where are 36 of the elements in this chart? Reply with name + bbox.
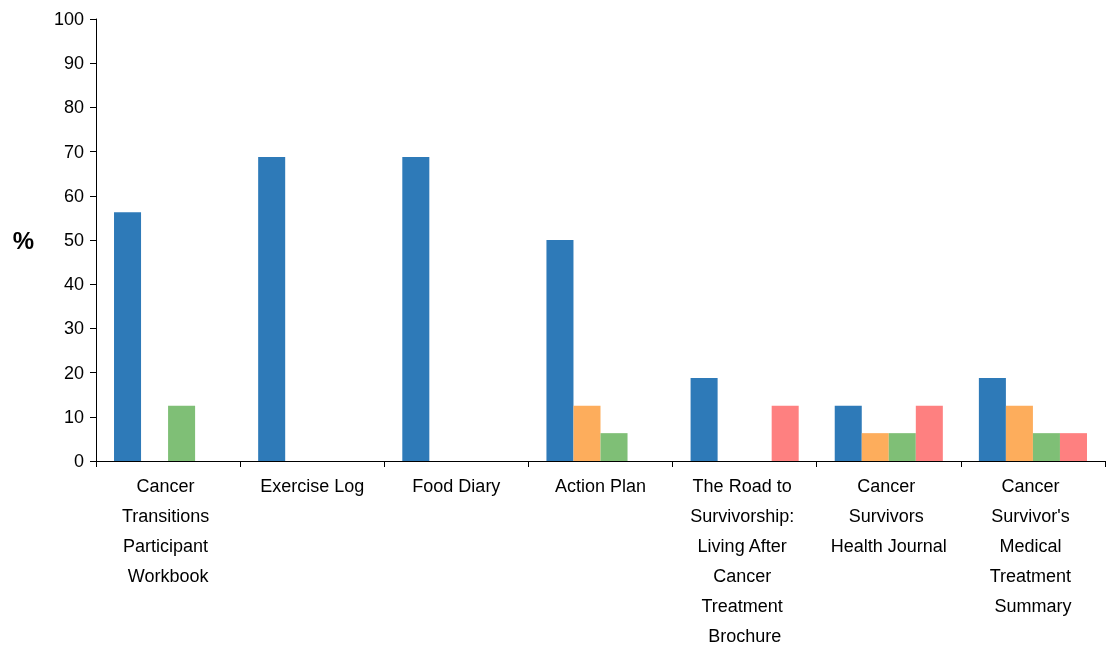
bar bbox=[1032, 433, 1060, 461]
y-tick-label: 40 bbox=[63, 274, 84, 295]
bar bbox=[1059, 433, 1087, 461]
bar bbox=[258, 156, 286, 461]
bar bbox=[546, 240, 574, 461]
bar bbox=[690, 377, 718, 461]
y-tick-label: 20 bbox=[63, 362, 84, 383]
y-tick-label: 10 bbox=[63, 406, 84, 427]
x-tick-label: Action Plan bbox=[554, 476, 647, 496]
y-tick-label: 0 bbox=[73, 451, 84, 471]
y-tick-label: 60 bbox=[63, 185, 84, 206]
y-tick-label: 100 bbox=[53, 9, 84, 29]
bar bbox=[915, 405, 943, 461]
y-tick-label: 80 bbox=[63, 97, 84, 118]
x-tick-label: Cancer Survivor's Medical Treatment Summary bbox=[989, 476, 1077, 616]
bar bbox=[834, 405, 862, 461]
y-tick-label: 70 bbox=[63, 141, 84, 162]
bar bbox=[114, 212, 142, 461]
x-tick-label: Food Diary bbox=[412, 476, 501, 496]
x-tick-label: Cancer Transitions Participant Workbook bbox=[121, 476, 215, 586]
bar bbox=[861, 433, 889, 461]
bar bbox=[978, 377, 1006, 461]
bar bbox=[888, 433, 916, 461]
bar bbox=[402, 156, 430, 461]
x-tick-label: Exercise Log bbox=[260, 476, 365, 496]
bar bbox=[1005, 405, 1033, 461]
y-tick-label: 30 bbox=[63, 318, 84, 339]
bar bbox=[600, 433, 628, 461]
bar bbox=[168, 405, 196, 461]
x-tick-label: The Road to Survivorship: Living After Cancer Treatment Brochure bbox=[690, 476, 800, 646]
bar bbox=[771, 405, 799, 461]
x-tick-label: Cancer Survivors Health Journal bbox=[830, 476, 947, 556]
y-tick-label: 90 bbox=[63, 53, 84, 74]
y-axis-title: % bbox=[12, 226, 34, 254]
bar bbox=[573, 405, 601, 461]
y-tick-label: 50 bbox=[63, 230, 84, 250]
